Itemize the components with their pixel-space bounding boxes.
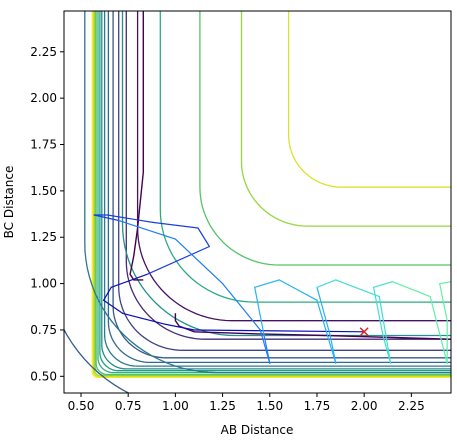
trajectory-segment <box>439 281 451 285</box>
x-tick-label: 0.75 <box>115 399 142 413</box>
contour-line <box>199 11 451 266</box>
trajectory-segment <box>93 214 120 222</box>
start-marker <box>359 327 369 337</box>
contour-line <box>97 11 451 374</box>
trajectory-segment <box>278 279 318 301</box>
x-tick-label: 2.25 <box>398 399 425 413</box>
x-axis-ticks: 0.50 0.75 1.00 1.25 1.50 1.75 2.00 2.25 <box>68 393 425 413</box>
contour-line <box>93 11 451 377</box>
contour-lines <box>64 11 451 393</box>
contour-line <box>101 11 451 370</box>
y-tick-label: 2.25 <box>30 45 57 59</box>
y-tick-label: 1.50 <box>30 184 57 198</box>
contour-line <box>103 11 451 367</box>
trajectory-segment <box>316 299 337 364</box>
trajectory-segment <box>391 281 431 298</box>
trajectory-segment <box>316 279 337 288</box>
contour-line <box>99 11 451 372</box>
trajectory-segment <box>106 214 154 223</box>
trajectory-segment <box>263 334 271 364</box>
trajectory-segment <box>329 334 337 364</box>
contour-line <box>136 11 451 322</box>
x-tick-label: 1.00 <box>162 399 189 413</box>
y-tick-label: 2.00 <box>30 91 57 105</box>
contour-line <box>174 313 451 340</box>
trajectory-segment <box>439 283 448 322</box>
y-tick-label: 1.00 <box>30 277 57 291</box>
plot-frame <box>63 10 452 394</box>
trajectory-segment <box>254 286 265 337</box>
contour-line <box>64 328 130 393</box>
marker-stroke <box>359 327 369 337</box>
y-tick-label: 0.50 <box>30 369 57 383</box>
contour-line <box>159 11 451 303</box>
y-tick-label: 1.25 <box>30 230 57 244</box>
contour-line <box>84 11 451 374</box>
trajectory-segment <box>254 279 280 288</box>
x-axis-label: AB Distance <box>221 423 294 437</box>
contour-line <box>129 11 144 281</box>
x-tick-label: 1.25 <box>209 399 236 413</box>
trajectory-segment <box>378 296 392 364</box>
trajectory-segment <box>110 273 148 288</box>
trajectory-segment <box>382 334 392 364</box>
trajectory-segment <box>146 245 210 275</box>
trajectory-segment <box>121 312 167 325</box>
trajectory-segment <box>222 283 261 331</box>
contour-line <box>287 11 451 188</box>
y-axis-label: BC Distance <box>2 166 16 239</box>
contour-line <box>107 11 451 364</box>
contour-line <box>118 11 451 351</box>
y-tick-label: 1.75 <box>30 138 57 152</box>
x-tick-label: 1.50 <box>256 399 283 413</box>
trajectory-segment <box>429 296 448 364</box>
trajectory-path <box>93 214 451 364</box>
x-tick-label: 1.75 <box>304 399 331 413</box>
contour-line <box>91 11 451 379</box>
trajectory-segment <box>373 286 384 337</box>
contour-line <box>95 11 451 376</box>
trajectory-segment <box>193 329 365 333</box>
trajectory-segment <box>102 286 112 301</box>
contour-line <box>125 11 451 340</box>
trajectory-segment <box>165 323 195 331</box>
trajectory-segment <box>102 299 124 314</box>
trajectory-segment <box>335 279 380 298</box>
trajectory-segment <box>174 238 224 285</box>
plot-background <box>64 11 451 393</box>
trajectory-segment <box>118 219 176 240</box>
x-tick-label: 0.50 <box>68 399 95 413</box>
trajectory-segment <box>197 227 210 248</box>
trajectory-segment <box>152 221 199 229</box>
trajectory-segment <box>316 286 331 337</box>
x-tick-label: 2.00 <box>351 399 378 413</box>
y-axis-ticks: 0.50 0.75 1.00 1.25 1.50 1.75 2.00 2.25 <box>30 45 64 383</box>
trajectory-segment <box>373 281 394 288</box>
contour-line <box>92 11 451 378</box>
contour-line <box>240 11 451 227</box>
y-tick-label: 0.75 <box>30 323 57 337</box>
